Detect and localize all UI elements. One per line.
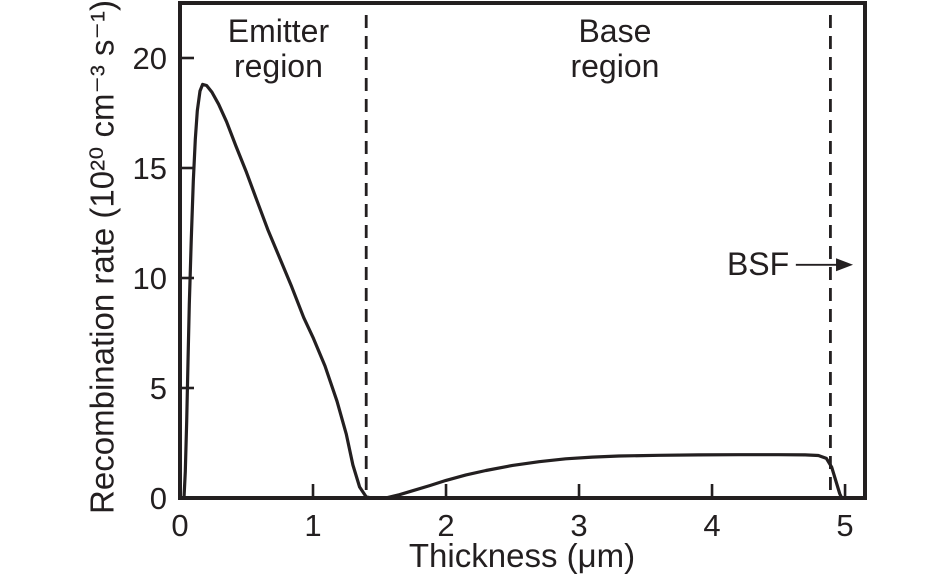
x-tick-label: 4: [703, 508, 720, 543]
y-tick-label: 15: [133, 151, 167, 186]
bsf-arrow-head-icon: [836, 258, 854, 272]
plot-border: [178, 1, 867, 500]
y-tick-label: 0: [150, 481, 167, 516]
bsf-annotation-label: BSF: [726, 245, 790, 282]
emitter-region-label-line1: Emitter: [227, 13, 330, 49]
x-tick-label: 2: [437, 508, 454, 543]
base-region-label: Base region: [570, 14, 659, 84]
y-tick-label: 20: [133, 41, 167, 76]
emitter-region-label-line2: region: [233, 48, 323, 84]
x-tick-label: 3: [570, 508, 587, 543]
x-axis-title: Thickness (μm): [408, 537, 636, 574]
x-tick-label: 0: [171, 508, 188, 543]
y-axis-title: Recombination rate (10²⁰ cm⁻³ s⁻¹): [83, 0, 121, 514]
x-tick-label: 1: [304, 508, 321, 543]
y-tick-label: 10: [133, 261, 167, 296]
x-tick-label: 5: [836, 508, 853, 543]
y-tick-label: 5: [150, 371, 167, 406]
base-region-label-line1: Base: [578, 13, 652, 49]
base-region-label-line2: region: [570, 48, 660, 84]
curve-recombination-rate-profile: [182, 82, 844, 500]
emitter-region-label: Emitter region: [228, 14, 329, 84]
